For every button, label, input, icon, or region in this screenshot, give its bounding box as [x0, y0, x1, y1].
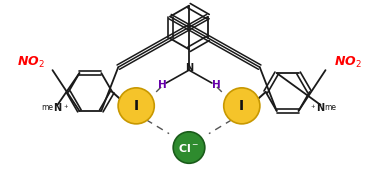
- Text: $^+$: $^+$: [309, 103, 316, 112]
- Text: NO$_2$: NO$_2$: [17, 55, 45, 70]
- Text: N: N: [53, 103, 62, 113]
- Circle shape: [118, 88, 154, 124]
- Text: me: me: [42, 103, 54, 112]
- Text: I: I: [134, 99, 139, 113]
- Text: H: H: [212, 80, 220, 90]
- Text: H: H: [158, 80, 166, 90]
- Text: me: me: [324, 103, 336, 112]
- Text: Cl$^-$: Cl$^-$: [178, 142, 200, 153]
- Text: N: N: [316, 103, 325, 113]
- Text: $^+$: $^+$: [62, 103, 69, 112]
- Text: N: N: [185, 63, 193, 73]
- Text: I: I: [239, 99, 244, 113]
- Circle shape: [224, 88, 260, 124]
- Circle shape: [173, 132, 205, 163]
- Text: NO$_2$: NO$_2$: [333, 55, 361, 70]
